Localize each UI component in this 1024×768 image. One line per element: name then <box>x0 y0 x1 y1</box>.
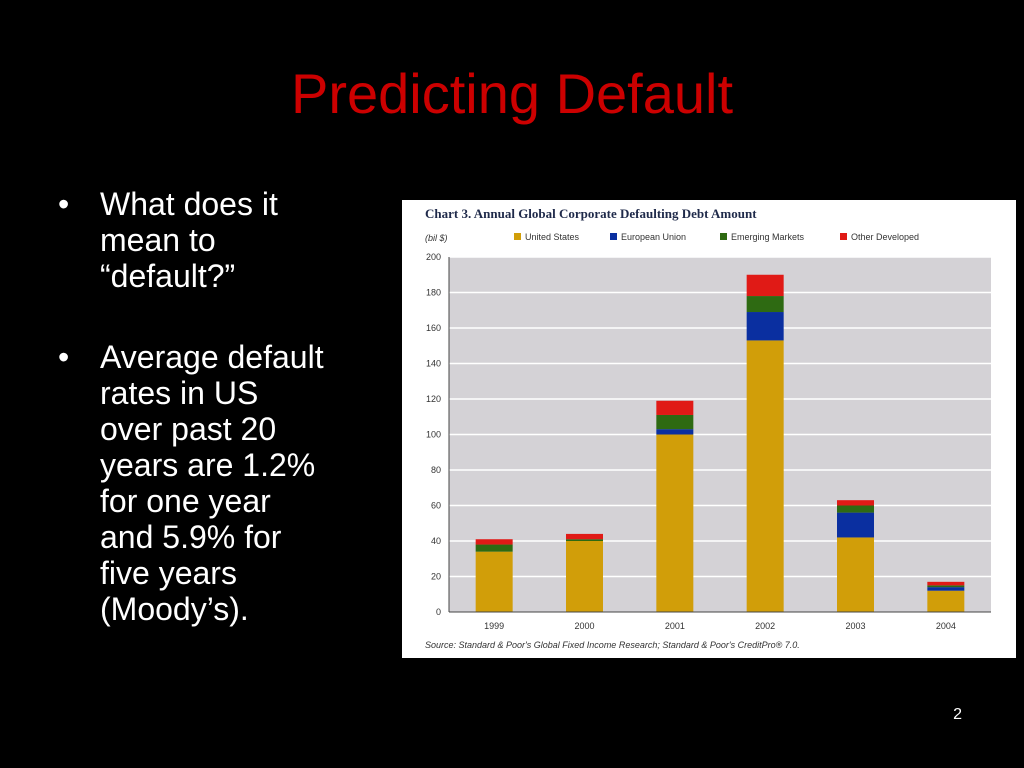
y-tick-label: 20 <box>431 572 441 582</box>
slide-title: Predicting Default <box>290 62 733 125</box>
bullet-marker: • <box>58 339 70 375</box>
legend-label: Emerging Markets <box>731 232 805 242</box>
bullet-text: Average default rates in US over past 20… <box>100 339 324 627</box>
x-tick-label: 2000 <box>574 621 594 631</box>
bar-segment <box>927 581 965 586</box>
bar-segment <box>927 587 965 591</box>
page-number: 2 <box>953 706 962 723</box>
bar-segment <box>837 512 874 538</box>
bar-segment <box>656 400 694 415</box>
y-tick-label: 180 <box>426 288 441 298</box>
x-tick-label: 2001 <box>665 621 685 631</box>
legend-swatch <box>840 233 847 240</box>
bar-segment <box>837 537 874 612</box>
y-tick-label: 80 <box>431 465 441 475</box>
bullet-item: • What does it mean to “default?” <box>58 186 388 294</box>
legend-swatch <box>610 233 617 240</box>
bar-segment <box>475 544 513 552</box>
bar-segment <box>927 590 965 612</box>
y-tick-label: 100 <box>426 430 441 440</box>
x-tick-label: 2004 <box>936 621 956 631</box>
chart-legend: United States European Union Emerging Mark… <box>514 232 919 242</box>
bars <box>475 274 965 612</box>
y-tick-label: 160 <box>426 323 441 333</box>
legend-label: Other Developed <box>851 232 919 242</box>
x-tick-label: 1999 <box>484 621 504 631</box>
chart-source: Source: Standard & Poor's Global Fixed I… <box>425 640 800 650</box>
gridlines <box>449 256 991 578</box>
bar-segment <box>746 312 784 341</box>
bar-segment <box>746 340 784 612</box>
x-tick-label: 2003 <box>845 621 865 631</box>
bullet-text: What does it mean to “default?” <box>100 186 278 294</box>
bar-segment <box>656 429 694 435</box>
y-axis: 0 20 40 60 80 100 120 140 160 180 200 <box>426 252 450 617</box>
bar-segment <box>746 274 784 297</box>
bar-segment <box>837 500 874 506</box>
x-tick-label: 2002 <box>755 621 775 631</box>
legend-label: European Union <box>621 232 686 242</box>
chart-unit-label: (bil $) <box>425 233 448 243</box>
bar-segment <box>475 539 513 545</box>
bar-segment <box>566 533 603 540</box>
bar-segment <box>566 541 603 612</box>
bullet-item: • Average default rates in US over past … <box>58 339 388 627</box>
chart-title: Chart 3. Annual Global Corporate Default… <box>425 206 757 221</box>
bar-segment <box>837 505 874 513</box>
bullet-marker: • <box>58 186 70 222</box>
chart-panel: Chart 3. Annual Global Corporate Default… <box>402 200 1016 658</box>
bar-segment <box>656 434 694 612</box>
y-tick-label: 60 <box>431 501 441 511</box>
bar-segment <box>927 585 965 588</box>
bar-segment <box>656 414 694 430</box>
chart-svg: Chart 3. Annual Global Corporate Default… <box>425 206 991 650</box>
y-tick-label: 120 <box>426 394 441 404</box>
legend-swatch <box>514 233 521 240</box>
bar-segment <box>746 296 784 313</box>
legend-swatch <box>720 233 727 240</box>
legend-label: United States <box>525 232 580 242</box>
y-tick-label: 40 <box>431 536 441 546</box>
bar-segment <box>566 539 603 541</box>
y-tick-label: 0 <box>436 607 441 617</box>
y-tick-label: 140 <box>426 359 441 369</box>
bar-segment <box>475 551 513 612</box>
bullet-list: • What does it mean to “default?” • Aver… <box>58 186 388 672</box>
y-tick-label: 200 <box>426 252 441 262</box>
x-axis: 1999 2000 2001 2002 2003 2004 <box>449 611 991 631</box>
